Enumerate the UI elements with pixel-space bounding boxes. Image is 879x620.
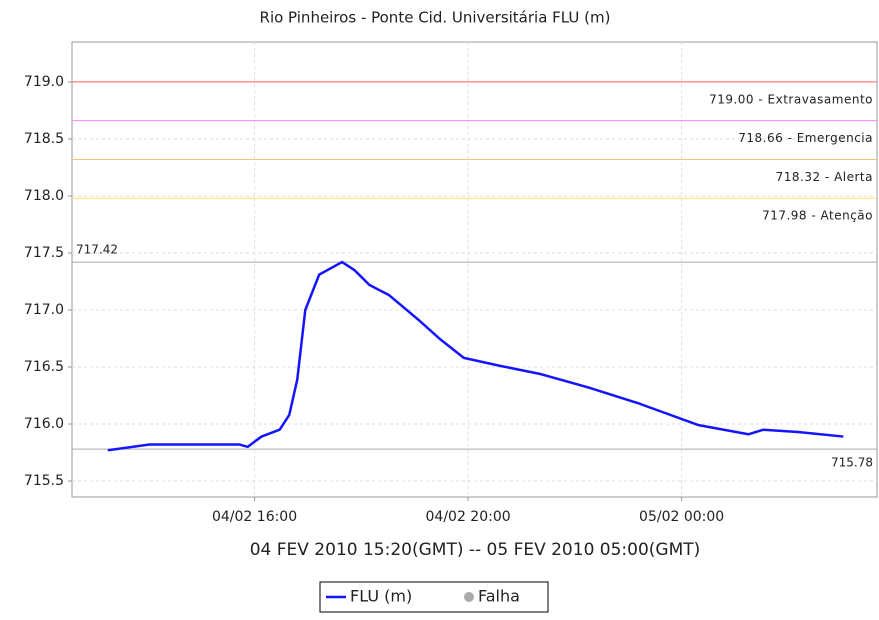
x-tick-label: 04/02 20:00 [426,509,511,525]
y-tick-label: 719.0 [24,74,64,90]
threshold-label: 718.66 - Emergencia [738,131,873,145]
threshold-label: 719.00 - Extravasamento [709,92,873,106]
legend-label: FLU (m) [350,587,412,606]
x-axis-label: 04 FEV 2010 15:20(GMT) -- 05 FEV 2010 05… [250,540,701,560]
max-line-label: 717.42 [76,243,118,257]
x-tick-label: 04/02 16:00 [212,509,297,525]
threshold-label: 717.98 - Atenção [762,209,873,223]
x-tick-label: 05/02 00:00 [639,509,724,525]
y-tick-label: 715.5 [24,473,64,489]
legend-label: Falha [478,587,520,606]
y-tick-label: 716.0 [24,416,64,432]
min-line-label: 715.78 [831,456,873,470]
y-tick-label: 718.0 [24,188,64,204]
y-tick-label: 716.5 [24,359,64,375]
plot-area [71,41,878,498]
legend-swatch [464,592,474,602]
y-tick-label: 717.5 [24,245,64,261]
threshold-label: 718.32 - Alerta [776,170,873,184]
data-line [107,260,844,452]
chart-title: Rio Pinheiros - Ponte Cid. Universitária… [260,9,611,27]
y-tick-label: 717.0 [24,302,64,318]
legend-box [319,581,549,613]
y-tick-label: 718.5 [24,131,64,147]
